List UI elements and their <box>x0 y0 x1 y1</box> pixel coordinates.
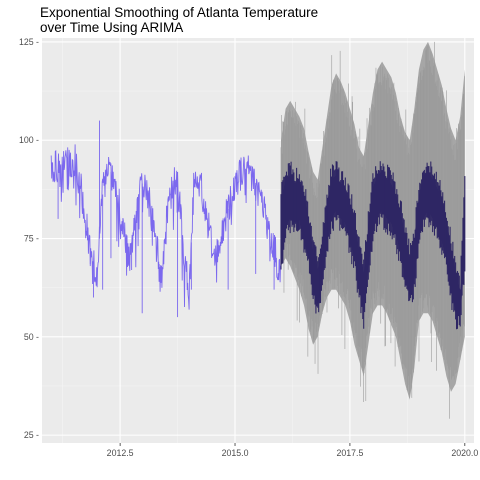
y-tick-label: 50 - <box>24 332 39 342</box>
y-tick-label: 75 - <box>24 234 39 244</box>
x-tick-label: 2017.5 <box>336 448 363 458</box>
history-line <box>50 144 282 310</box>
x-tick-label: 2020.0 <box>451 448 478 458</box>
y-tick-label: 25 - <box>24 430 39 440</box>
axes: 25 - 50 - 75 - 100 - 125 - 2012.5 2015.0 2017.5… <box>19 37 478 458</box>
history-series <box>50 120 282 318</box>
x-tick-label: 2012.5 <box>107 448 134 458</box>
y-tick-label: 100 - <box>19 135 39 145</box>
chart-title-line-1: Exponential Smoothing of Atlanta Tempera… <box>40 5 319 20</box>
forecast-mean-series <box>280 161 466 330</box>
y-tick-label: 125 - <box>19 37 39 47</box>
chart-title: Exponential Smoothing of Atlanta Tempera… <box>40 5 318 35</box>
x-tick-label: 2015.0 <box>222 448 249 458</box>
chart-title-line-2: over Time Using ARIMA <box>40 20 184 35</box>
